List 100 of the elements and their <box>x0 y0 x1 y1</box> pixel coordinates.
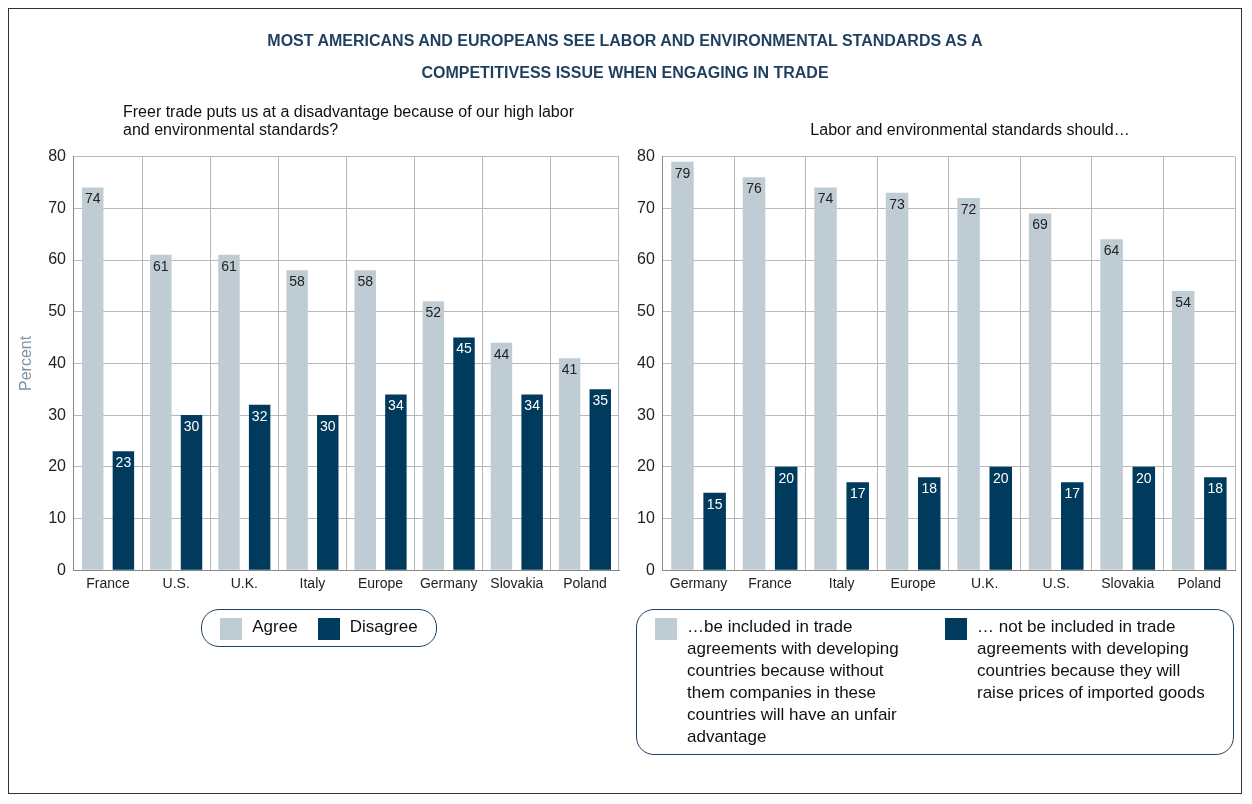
data-label: 34 <box>388 397 404 414</box>
y-tick-label: 80 <box>637 147 655 165</box>
data-label: 41 <box>561 361 578 378</box>
chart-subtitle: Labor and environmental standards should… <box>810 121 1130 139</box>
bar <box>671 161 694 570</box>
bar <box>846 482 869 570</box>
x-tick-label: Germany <box>419 575 478 592</box>
y-tick-label: 20 <box>637 457 655 475</box>
x-tick-label: Italy <box>299 575 326 592</box>
legend-label: Agree <box>252 616 298 638</box>
bar <box>354 270 376 570</box>
bar <box>742 177 766 570</box>
x-tick-label: Poland <box>563 575 607 592</box>
bar <box>917 477 941 570</box>
bar <box>1204 477 1227 570</box>
bar <box>490 342 513 570</box>
bar <box>112 451 135 570</box>
data-label: 54 <box>1175 293 1192 310</box>
x-tick-label: Poland <box>1177 575 1222 592</box>
data-label: 58 <box>357 273 374 290</box>
x-tick-label: U.K. <box>230 575 258 592</box>
y-tick-label: 50 <box>48 302 67 320</box>
x-tick-label: U.S. <box>1042 575 1070 592</box>
bar <box>1171 291 1195 570</box>
bar <box>885 192 909 570</box>
data-label: 17 <box>1064 485 1081 502</box>
data-label: 52 <box>425 304 442 321</box>
legend-label: Disagree <box>349 616 418 638</box>
data-label: 44 <box>493 345 510 362</box>
data-label: 30 <box>319 417 336 434</box>
bar <box>1100 239 1123 570</box>
y-tick-label: 40 <box>48 353 67 371</box>
data-label: 69 <box>1032 216 1049 233</box>
x-tick-label: Germany <box>669 575 728 592</box>
bar <box>248 404 271 570</box>
bar <box>703 492 726 570</box>
y-tick-label: 20 <box>48 457 67 475</box>
bar <box>589 389 611 570</box>
x-tick-label: Slovakia <box>490 575 544 592</box>
data-label: 72 <box>960 200 977 217</box>
bar <box>558 358 581 570</box>
y-tick-label: 60 <box>637 250 655 268</box>
data-label: 76 <box>746 180 762 197</box>
data-label: 20 <box>992 469 1009 486</box>
bar <box>1132 466 1156 570</box>
y-tick-label: 0 <box>645 560 655 578</box>
x-tick-label: Europe <box>890 575 936 592</box>
bar <box>1028 213 1052 570</box>
y-tick-label: 0 <box>57 560 67 578</box>
data-label: 58 <box>289 273 306 290</box>
bar <box>989 466 1013 570</box>
x-tick-label: Italy <box>828 575 855 592</box>
y-tick-label: 70 <box>637 198 655 216</box>
x-tick-label: Slovakia <box>1101 575 1155 592</box>
data-label: 45 <box>456 340 473 357</box>
bar <box>774 466 798 570</box>
data-label: 61 <box>221 257 237 274</box>
y-axis-title: Percent <box>17 335 35 391</box>
y-tick-label: 80 <box>48 147 67 165</box>
x-tick-label: France <box>748 575 793 592</box>
bar <box>286 270 308 570</box>
y-tick-label: 10 <box>48 508 67 526</box>
data-label: 34 <box>524 397 541 414</box>
y-tick-label: 30 <box>637 405 655 423</box>
bar <box>957 197 980 570</box>
data-label: 61 <box>153 257 169 274</box>
data-label: 64 <box>1103 242 1120 259</box>
data-label: 32 <box>251 407 268 424</box>
x-tick-label: Europe <box>357 575 404 592</box>
y-tick-label: 30 <box>48 405 67 423</box>
y-tick-label: 40 <box>637 353 655 371</box>
data-label: 23 <box>115 454 132 471</box>
bar <box>1061 482 1084 570</box>
x-tick-label: U.K. <box>971 575 999 592</box>
chart-title: MOST AMERICANS AND EUROPEANS SEE LABOR AND ENVIRONMENTAL STANDARDS AS A COMPETITIVESS ISSUE WHEN ENGAGING IN TRADE <box>266 31 984 83</box>
legend-label: …be included in trade agreements with developing countries because without them companies in these countries will have an unfair advantage <box>687 616 900 748</box>
bar <box>317 415 339 570</box>
data-label: 74 <box>817 190 834 207</box>
data-label: 18 <box>1207 480 1224 496</box>
data-label: 74 <box>84 190 101 207</box>
y-tick-label: 10 <box>637 508 655 526</box>
data-label: 17 <box>849 485 866 502</box>
chart-subtitle: Freer trade puts us at a disadvantage because of our high labor and environmental standards? <box>123 103 575 139</box>
bar <box>180 415 203 570</box>
y-tick-label: 50 <box>637 302 655 320</box>
bar <box>814 187 837 570</box>
data-label: 18 <box>921 480 938 496</box>
data-label: 35 <box>592 392 609 409</box>
bar <box>453 337 475 570</box>
bar <box>82 187 104 570</box>
y-tick-label: 70 <box>48 198 67 216</box>
data-label: 20 <box>1136 469 1152 486</box>
data-label: 15 <box>706 495 723 512</box>
data-label: 79 <box>674 164 691 181</box>
data-label: 20 <box>778 469 795 486</box>
bar <box>521 394 543 570</box>
data-label: 30 <box>183 417 200 434</box>
x-tick-label: U.S. <box>162 575 190 592</box>
bar <box>422 301 445 570</box>
y-tick-label: 60 <box>48 250 67 268</box>
